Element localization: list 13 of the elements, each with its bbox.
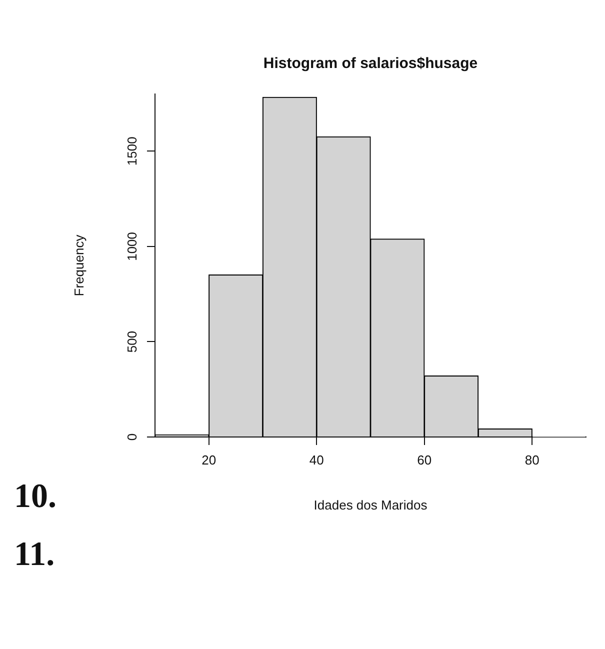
text: 11. xyxy=(14,536,55,574)
y-tick-label: 0 xyxy=(124,433,140,441)
x-tick-label: 80 xyxy=(524,452,540,468)
chart-title: Histogram of salarios$husage xyxy=(263,55,478,72)
x-axis-title: Idades dos Maridos xyxy=(314,498,428,513)
y-tick-label: 500 xyxy=(124,330,140,353)
y-axis-title: Frequency xyxy=(72,234,87,296)
text: 10. xyxy=(14,478,56,516)
y-tick-label: 1500 xyxy=(124,136,140,166)
y-tick-label: 1000 xyxy=(124,232,140,261)
x-tick-label: 60 xyxy=(417,452,432,468)
x-tick-label: 20 xyxy=(202,452,216,468)
x-tick-label: 40 xyxy=(309,452,324,468)
